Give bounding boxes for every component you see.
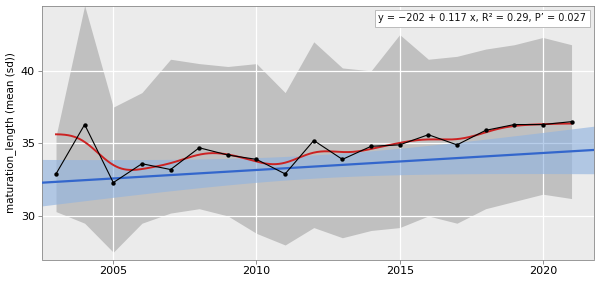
Point — [251, 157, 261, 162]
Point — [109, 180, 118, 185]
Point — [223, 153, 233, 157]
Point — [194, 146, 204, 150]
Point — [509, 122, 519, 127]
Point — [166, 167, 175, 172]
Y-axis label: maturation_length (mean (sd)): maturation_length (mean (sd)) — [5, 52, 16, 213]
Text: y = −202 + 0.117 x, R² = 0.29, P’ = 0.027: y = −202 + 0.117 x, R² = 0.29, P’ = 0.02… — [378, 13, 586, 23]
Point — [395, 143, 404, 147]
Point — [137, 162, 147, 166]
Point — [80, 122, 89, 127]
Point — [366, 144, 376, 149]
Point — [567, 119, 577, 124]
Point — [280, 172, 290, 176]
Point — [309, 138, 319, 143]
Point — [538, 122, 548, 127]
Point — [481, 128, 490, 133]
Point — [338, 157, 347, 162]
Point — [452, 143, 462, 147]
Point — [51, 172, 61, 176]
Point — [424, 133, 433, 137]
